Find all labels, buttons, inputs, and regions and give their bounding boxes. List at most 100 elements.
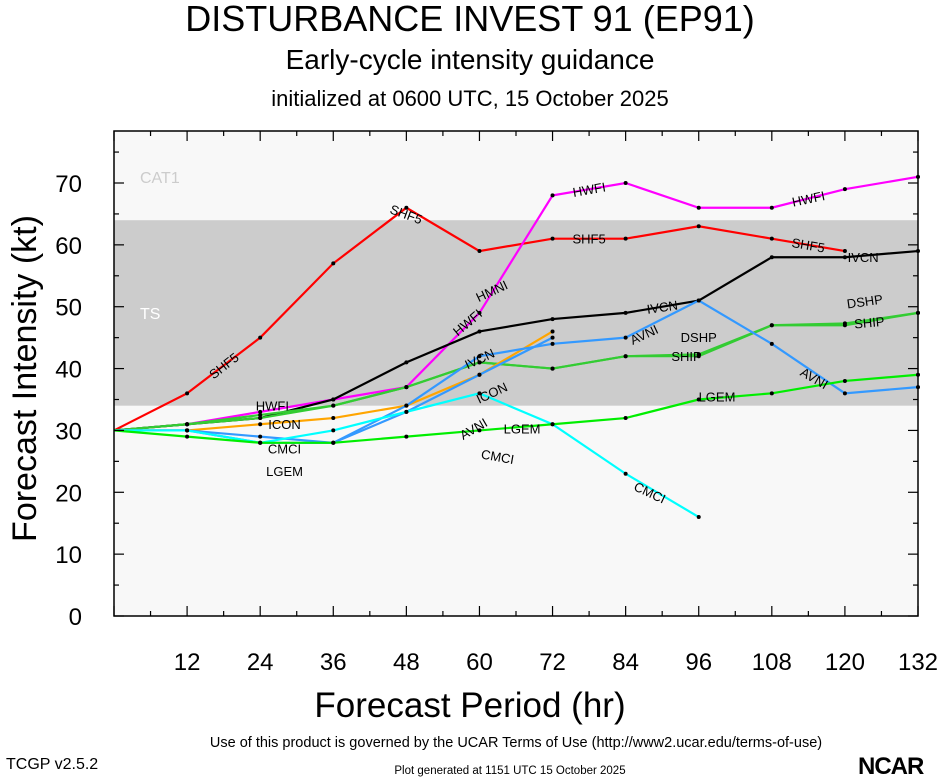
series-label-lgem: LGEM (699, 389, 736, 404)
series-label-shf5: SHF5 (791, 235, 826, 256)
y-tick-label: 40 (55, 357, 82, 384)
series-label-hwfi: HWFI (572, 179, 607, 200)
data-point-shf5 (550, 236, 555, 241)
x-tick-label: 108 (752, 649, 792, 676)
data-point-hwfi (477, 310, 482, 315)
y-tick-label: 70 (55, 171, 82, 198)
series-line-avni (114, 299, 919, 444)
y-tick-label: 20 (55, 480, 82, 507)
data-point-dshp (769, 323, 774, 328)
series-label-shf5: SHF5 (572, 232, 605, 247)
data-point-cmci (185, 428, 190, 433)
data-point-ship (258, 416, 263, 421)
data-point-ivcn (842, 255, 847, 260)
data-point-lgem (623, 416, 628, 421)
version-text: TCGP v2.5.2 (6, 756, 99, 773)
series-label-ivcn: IVCN (646, 298, 679, 317)
data-point-lgem (404, 434, 409, 439)
data-point-lgem (550, 422, 555, 427)
data-point-dshp (185, 422, 190, 427)
x-tick-label: 84 (612, 649, 639, 676)
init-time: initialized at 0600 UTC, 15 October 2025 (271, 86, 669, 111)
data-point-dshp (842, 321, 847, 326)
band-label: TS (140, 306, 160, 323)
x-axis-label: Forecast Period (hr) (314, 686, 626, 725)
y-tick-label: 10 (55, 542, 82, 569)
ncar-logo: NCAR (858, 753, 924, 780)
band-label: CAT1 (140, 170, 180, 187)
data-point-dshp (477, 360, 482, 365)
data-point-avni (842, 391, 847, 396)
series-label-cmci: CMCI (480, 447, 515, 468)
x-tick-label: 36 (320, 649, 347, 676)
series-label-hwfi: HWFI (256, 399, 289, 414)
data-point-cmci (331, 428, 336, 433)
x-tick-label: 24 (247, 649, 274, 676)
data-point-shf5 (769, 236, 774, 241)
x-tick-label: 48 (393, 649, 420, 676)
data-point-lgem (185, 434, 190, 439)
series-label-lgem: LGEM (266, 464, 303, 479)
data-point-hmni (550, 335, 555, 340)
x-tick-label: 12 (174, 649, 201, 676)
data-point-avni (404, 403, 409, 408)
data-point-hwfi (769, 205, 774, 210)
data-point-shf5 (696, 224, 701, 229)
data-point-dshp (404, 385, 409, 390)
data-point-dshp (331, 403, 336, 408)
data-point-shf5 (477, 249, 482, 254)
x-tick-label: 60 (466, 649, 493, 676)
data-point-lgem (842, 378, 847, 383)
data-point-shf5 (185, 391, 190, 396)
data-point-hwfi (696, 205, 701, 210)
data-point-hwfi (623, 181, 628, 185)
data-point-lgem (696, 397, 701, 402)
data-point-cmci (696, 515, 701, 520)
data-point-ivcn (404, 360, 409, 365)
data-point-icon (331, 416, 336, 421)
series-label-cmci: CMCI (268, 442, 301, 457)
data-point-shf5 (404, 205, 409, 210)
series-line-hwfi (113, 175, 919, 432)
generated-time: Plot generated at 1151 UTC 15 October 20… (394, 765, 626, 777)
y-tick-label: 60 (55, 233, 82, 260)
data-point-dshp (550, 366, 555, 371)
series-line-dshp (113, 311, 919, 432)
x-tick-label: 132 (898, 649, 938, 676)
data-point-ivcn (331, 397, 336, 402)
data-point-avni (550, 341, 555, 346)
data-point-cmci (477, 391, 482, 396)
series-line-lgem (113, 373, 919, 444)
series-label-ship: SHIP (854, 314, 886, 332)
data-point-hwfi (550, 193, 555, 198)
x-tick-label: 120 (825, 649, 865, 676)
data-point-shf5 (842, 249, 847, 254)
data-point-shf5 (258, 335, 263, 340)
data-point-dshp (258, 412, 263, 417)
series-label-ship: SHIP (671, 349, 701, 364)
chart-subtitle: Early-cycle intensity guidance (285, 44, 655, 75)
data-point-lgem (769, 391, 774, 396)
data-point-cmci (404, 409, 409, 414)
data-point-dshp (696, 352, 701, 357)
x-tick-label: 72 (539, 649, 566, 676)
data-point-ivcn (623, 310, 628, 315)
data-point-shf5 (331, 261, 336, 266)
series-label-icon: ICON (268, 417, 301, 432)
data-point-shf5 (623, 236, 628, 241)
series-label-ivcn: IVCN (848, 250, 879, 265)
band-ts (114, 220, 918, 406)
data-point-hwfi (258, 409, 263, 414)
data-point-hmni (477, 372, 482, 377)
data-point-avni (769, 341, 774, 346)
data-point-lgem (331, 440, 336, 445)
chart-title: DISTURBANCE INVEST 91 (EP91) (185, 0, 755, 39)
data-point-hwfi (842, 187, 847, 192)
series-label-hwfi: HWFI (791, 188, 827, 210)
terms-of-use-text: Use of this product is governed by the U… (209, 735, 823, 751)
data-point-lgem (477, 428, 482, 433)
data-point-avni (696, 298, 701, 303)
data-point-avni (623, 335, 628, 340)
series-label-dshp: DSHP (846, 292, 884, 312)
x-tick-label: 96 (685, 649, 712, 676)
